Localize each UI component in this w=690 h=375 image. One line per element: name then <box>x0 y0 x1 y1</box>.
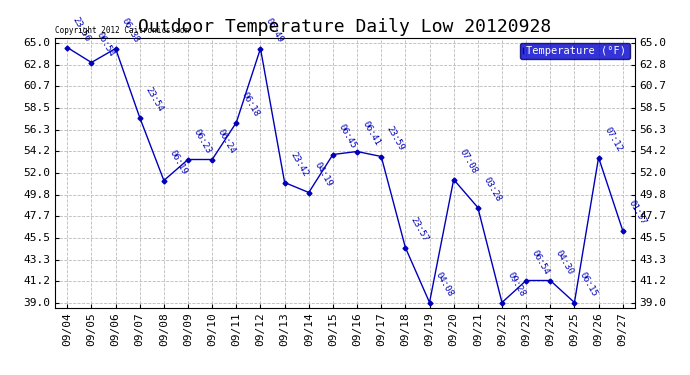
Text: 04:30: 04:30 <box>554 249 575 276</box>
Text: 06:45: 06:45 <box>337 123 358 150</box>
Text: 23:54: 23:54 <box>144 86 165 114</box>
Text: 01:57: 01:57 <box>627 199 648 226</box>
Text: 06:38: 06:38 <box>119 17 141 45</box>
Text: 06:54: 06:54 <box>530 249 551 276</box>
Text: Copyright 2012 Caitronics.com: Copyright 2012 Caitronics.com <box>55 26 189 35</box>
Text: 04:08: 04:08 <box>433 271 455 298</box>
Text: 06:18: 06:18 <box>240 91 262 118</box>
Text: 09:28: 09:28 <box>506 271 527 298</box>
Text: 07:08: 07:08 <box>457 148 479 176</box>
Text: 23:59: 23:59 <box>385 125 406 153</box>
Text: 23:56: 23:56 <box>71 16 92 44</box>
Text: 07:12: 07:12 <box>602 126 624 153</box>
Text: 06:49: 06:49 <box>264 17 286 45</box>
Legend: Temperature (°F): Temperature (°F) <box>520 43 629 59</box>
Text: 03:28: 03:28 <box>482 176 503 204</box>
Text: 23:42: 23:42 <box>288 151 310 178</box>
Text: 06:23: 06:23 <box>192 128 213 156</box>
Text: 06:54: 06:54 <box>95 31 117 58</box>
Text: 23:57: 23:57 <box>409 216 431 243</box>
Text: 04:19: 04:19 <box>313 161 334 189</box>
Text: 06:24: 06:24 <box>216 128 237 156</box>
Text: 06:19: 06:19 <box>168 149 189 177</box>
Text: 06:15: 06:15 <box>578 271 600 298</box>
Text: 06:41: 06:41 <box>361 120 382 147</box>
Title: Outdoor Temperature Daily Low 20120928: Outdoor Temperature Daily Low 20120928 <box>139 18 551 36</box>
